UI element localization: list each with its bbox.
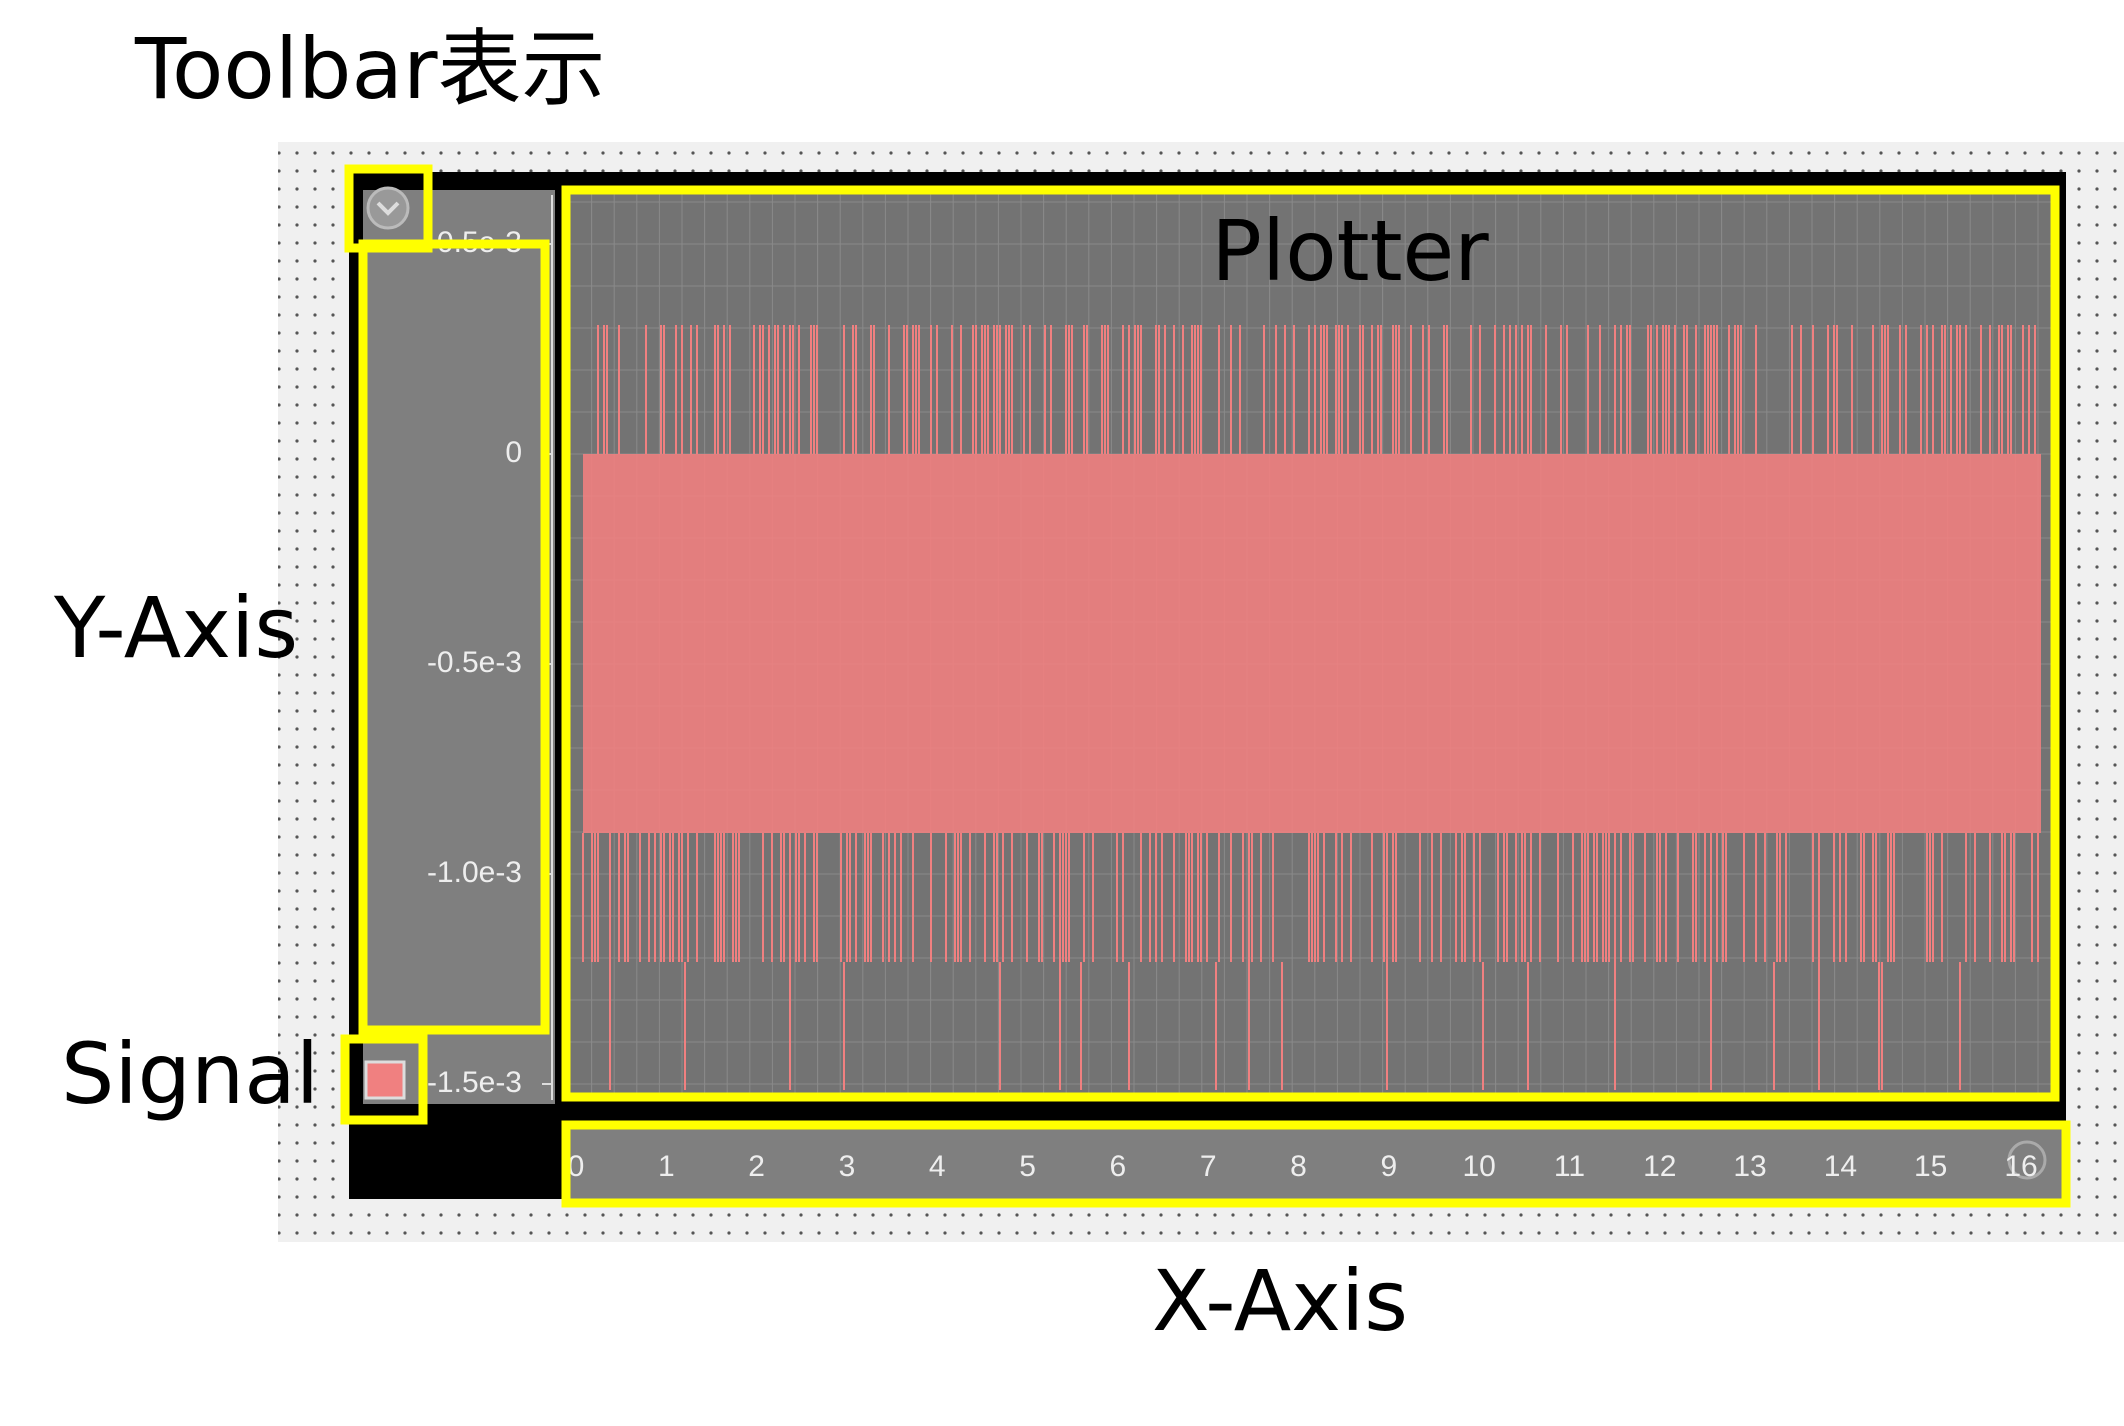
signal-highlight	[340, 1034, 428, 1125]
x-tick-label: 11	[1554, 1150, 1585, 1183]
toolbar-button[interactable]	[366, 186, 410, 230]
signal-trace	[582, 325, 2041, 1090]
toolbar-annotation: Toolbar表示	[134, 20, 606, 118]
y-tick-label: -1.5e-3	[427, 1066, 522, 1099]
x-tick-label: 12	[1643, 1150, 1676, 1183]
x-axis-annotation: X-Axis	[1152, 1252, 1408, 1350]
x-tick-label: 14	[1824, 1150, 1857, 1183]
plotter-annotation: Plotter	[1211, 202, 1489, 300]
x-axis-button[interactable]	[2007, 1140, 2047, 1180]
signal-legend-swatch[interactable]	[364, 1060, 406, 1100]
y-tick-label: -0.5e-3	[427, 646, 522, 679]
y-axis-annotation: Y-Axis	[53, 579, 298, 677]
x-tick-label: 0	[568, 1150, 585, 1183]
x-tick-label: 9	[1380, 1150, 1397, 1183]
x-tick-label: 16	[2004, 1150, 2037, 1183]
signal-annotation: Signal	[61, 1025, 319, 1123]
y-axis-panel	[363, 190, 555, 1104]
x-tick-label: 7	[1200, 1150, 1217, 1183]
y-tick-label: -1.0e-3	[427, 856, 522, 889]
x-tick-label: 8	[1290, 1150, 1307, 1183]
x-tick-label: 5	[1019, 1150, 1036, 1183]
x-tick-label: 6	[1110, 1150, 1127, 1183]
x-tick-label: 13	[1733, 1150, 1766, 1183]
x-axis-panel	[569, 1122, 2062, 1203]
x-tick-label: 2	[748, 1150, 765, 1183]
tick-labels: 0.5e-30-0.5e-3-1.0e-3-1.5e-30 1 2 3 4 5 6 7 8 9 10…	[427, 226, 2038, 1183]
x-tick-label: 4	[929, 1150, 946, 1183]
x-tick-label: 1	[658, 1150, 675, 1183]
x-axis-highlight	[561, 1120, 2071, 1208]
y-axis-highlight	[358, 239, 550, 1035]
x-tick-label: 15	[1914, 1150, 1947, 1183]
y-tick-label: 0	[505, 436, 522, 469]
toolbar-chevron	[376, 201, 400, 216]
plotter-highlight	[561, 185, 2060, 1102]
x-tick-label: 10	[1462, 1150, 1495, 1183]
x-tick-label: 3	[839, 1150, 856, 1183]
signal-band	[583, 454, 2041, 833]
